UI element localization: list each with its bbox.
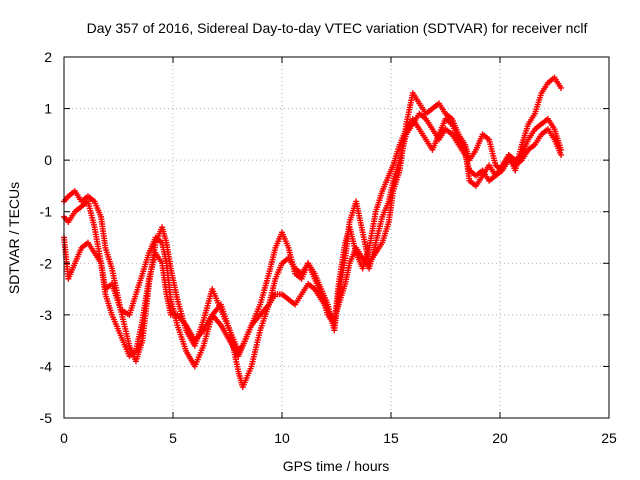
y-tick-label: -3 bbox=[40, 307, 53, 323]
series-1 bbox=[61, 74, 565, 365]
x-tick-label: 15 bbox=[383, 430, 399, 446]
plot-frame bbox=[63, 56, 610, 419]
data-point bbox=[558, 84, 565, 91]
data-point bbox=[558, 146, 565, 153]
data-point bbox=[558, 151, 565, 158]
y-tick-label: -2 bbox=[40, 255, 53, 271]
y-tick-label: -5 bbox=[40, 410, 53, 426]
x-tick-label: 5 bbox=[169, 430, 177, 446]
x-tick-label: 20 bbox=[492, 430, 508, 446]
y-tick-label: -1 bbox=[40, 204, 53, 220]
x-tick-label: 25 bbox=[601, 430, 617, 446]
y-axis-label: SDTVAR / TECUs bbox=[6, 182, 22, 294]
y-tick-label: 0 bbox=[44, 152, 52, 168]
y-tick-label: 1 bbox=[44, 101, 52, 117]
series-2 bbox=[61, 115, 565, 391]
chart-title: Day 357 of 2016, Sidereal Day-to-day VTE… bbox=[87, 20, 588, 36]
series-3 bbox=[61, 110, 565, 360]
y-tick-label: -4 bbox=[40, 358, 53, 374]
y-tick-label: 2 bbox=[44, 49, 52, 65]
x-tick-label: 10 bbox=[274, 430, 290, 446]
grid bbox=[64, 57, 609, 418]
data-points bbox=[61, 74, 565, 391]
x-tick-label: 0 bbox=[60, 430, 68, 446]
x-axis-label: GPS time / hours bbox=[283, 458, 390, 474]
